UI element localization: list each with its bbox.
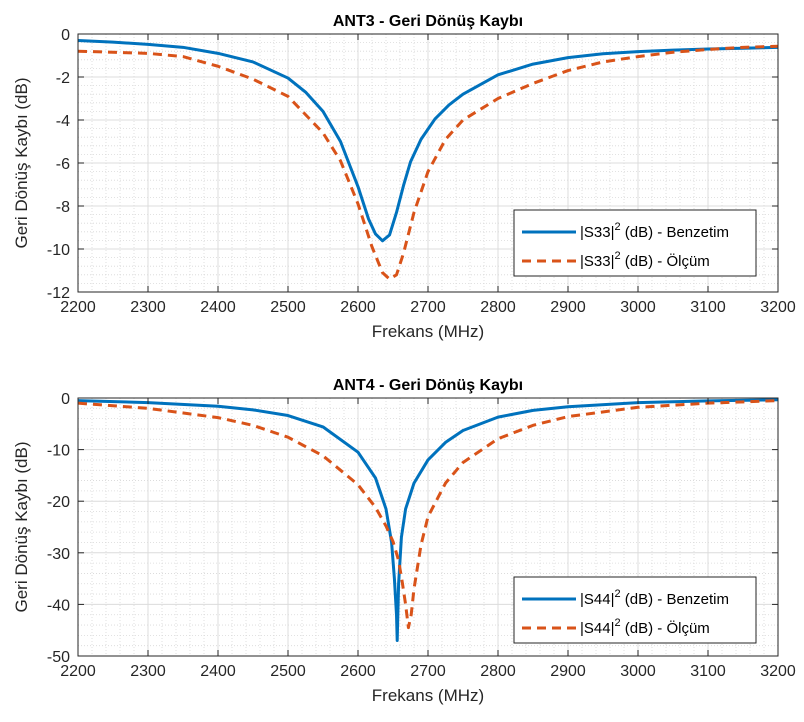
x-tick-label: 2500	[270, 299, 306, 316]
legend-label-superscript: 2	[614, 221, 620, 233]
legend-label-superscript: 2	[614, 250, 620, 262]
x-tick-label: 2300	[130, 663, 166, 680]
y-tick-label: -12	[47, 285, 70, 302]
legend-label-base: |S33|	[580, 253, 614, 270]
x-axis-label: Frekans (MHz)	[372, 686, 484, 705]
y-axis-label: Geri Dönüş Kaybı (dB)	[12, 441, 31, 612]
y-tick-label: -40	[47, 597, 70, 614]
x-tick-label: 2800	[480, 663, 516, 680]
y-tick-label: -30	[47, 546, 70, 563]
y-tick-label: -10	[47, 242, 70, 259]
legend-label-base: |S44|	[580, 620, 614, 637]
legend-label-superscript: 2	[614, 588, 620, 600]
y-axis-label: Geri Dönüş Kaybı (dB)	[12, 77, 31, 248]
x-tick-label: 2400	[200, 299, 236, 316]
x-tick-label: 2200	[60, 663, 96, 680]
x-tick-label: 2200	[60, 299, 96, 316]
legend-label-benzetim: |S33|2 (dB) - Benzetim	[580, 221, 729, 241]
series-group	[78, 38, 778, 281]
x-tick-label: 3100	[690, 663, 726, 680]
legend-label-superscript: 2	[614, 617, 620, 629]
legend-label-rest: (dB) - Ölçüm	[621, 252, 710, 270]
legend-label-benzetim: |S44|2 (dB) - Benzetim	[580, 588, 729, 608]
chart-title: ANT4 - Geri Dönüş Kaybı	[333, 377, 523, 394]
y-tick-label: -6	[56, 156, 70, 173]
y-tick-label: -8	[56, 199, 70, 216]
x-tick-label: 2700	[410, 299, 446, 316]
x-tick-label: 2400	[200, 663, 236, 680]
chart-title: ANT3 - Geri Dönüş Kaybı	[333, 13, 523, 30]
x-tick-label: 3100	[690, 299, 726, 316]
series-line-benzetim	[78, 398, 778, 643]
legend: |S33|2 (dB) - Benzetim|S33|2 (dB) - Ölçü…	[513, 209, 757, 277]
y-tick-label: -20	[47, 494, 70, 511]
series-group	[78, 398, 778, 643]
legend-label-base: |S44|	[580, 591, 614, 608]
x-tick-label: 2900	[550, 663, 586, 680]
legend-label-rest: (dB) - Benzetim	[621, 591, 729, 608]
legend-label-olcum: |S33|2 (dB) - Ölçüm	[580, 250, 710, 270]
x-tick-label: 2900	[550, 299, 586, 316]
x-tick-label: 2800	[480, 299, 516, 316]
series-line-benzetim	[78, 38, 778, 243]
x-tick-label: 2700	[410, 663, 446, 680]
y-tick-label: -2	[56, 70, 70, 87]
x-axis-label: Frekans (MHz)	[372, 322, 484, 341]
y-tick-label: 0	[61, 27, 70, 44]
chart-ant4: 2200 2300 2400 2500 2600 2700 2800 2900 3000 3100…	[12, 377, 796, 705]
x-tick-label: 3200	[760, 663, 796, 680]
x-tick-label: 2600	[340, 299, 376, 316]
legend-box	[513, 576, 757, 644]
y-tick-label: -10	[47, 443, 70, 460]
legend-box	[513, 209, 757, 277]
legend-label-rest: (dB) - Benzetim	[621, 224, 729, 241]
x-tick-label: 2500	[270, 663, 306, 680]
y-tick-label: -4	[56, 113, 70, 130]
chart-ant3: 2200 2300 2400 2500 2600 2700 2800 2900 3000 3100…	[12, 13, 796, 341]
legend-label-olcum: |S44|2 (dB) - Ölçüm	[580, 617, 710, 637]
legend-label-rest: (dB) - Ölçüm	[621, 619, 710, 637]
x-tick-label: 2300	[130, 299, 166, 316]
y-tick-label: 0	[61, 391, 70, 408]
x-tick-label: 2600	[340, 663, 376, 680]
x-tick-label: 3200	[760, 299, 796, 316]
y-tick-label: -50	[47, 649, 70, 666]
legend-label-base: |S33|	[580, 224, 614, 241]
x-tick-label: 3000	[620, 663, 656, 680]
x-tick-label: 3000	[620, 299, 656, 316]
legend: |S44|2 (dB) - Benzetim|S44|2 (dB) - Ölçü…	[513, 576, 757, 644]
series-line-olcum	[78, 399, 778, 630]
